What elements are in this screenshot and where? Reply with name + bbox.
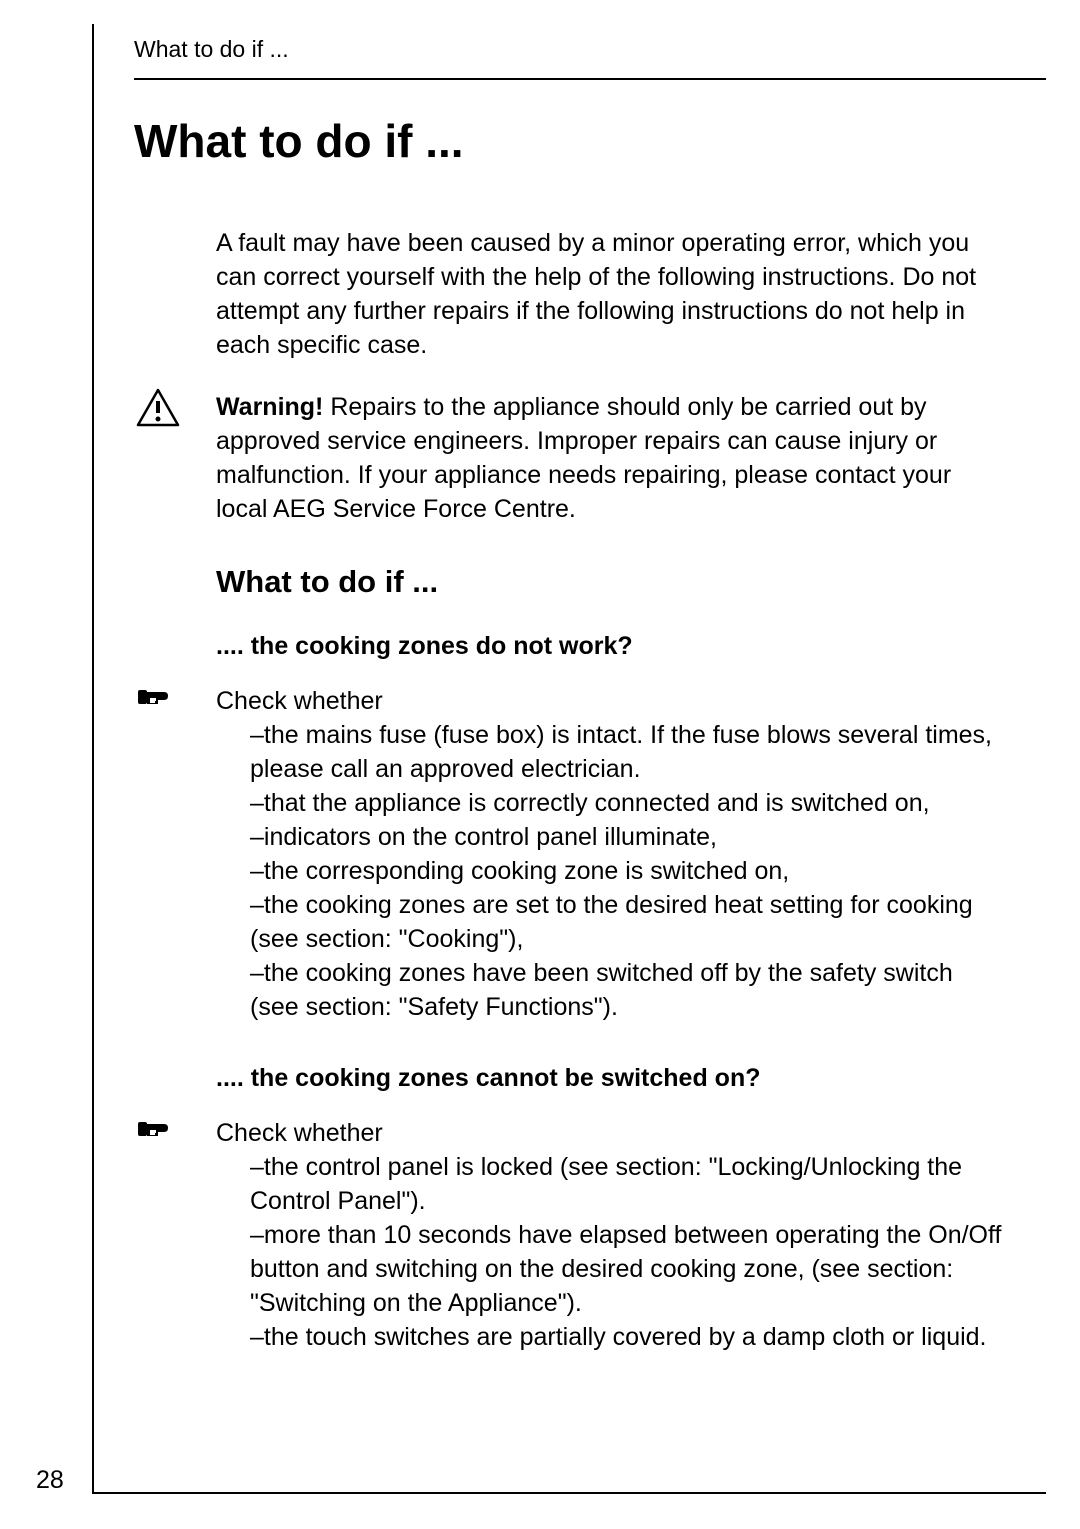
- answer-2-item: –more than 10 seconds have elapsed betwe…: [216, 1218, 1016, 1320]
- running-header: What to do if ...: [134, 36, 289, 63]
- question-1: .... the cooking zones do not work?: [216, 632, 633, 661]
- warning-triangle-icon: [136, 388, 180, 433]
- answer-1-item: –the mains fuse (fuse box) is intact. If…: [216, 718, 1006, 786]
- hand-pointing-icon: [136, 684, 178, 715]
- answer-2-item: –the touch switches are partially covere…: [216, 1320, 1016, 1354]
- page-number: 28: [36, 1466, 64, 1495]
- page-title: What to do if ...: [134, 114, 464, 168]
- warning-paragraph: Warning! Repairs to the appliance should…: [216, 390, 1006, 526]
- answer-2-item: –the control panel is locked (see sectio…: [216, 1150, 1016, 1218]
- answer-1-item: –indicators on the control panel illumin…: [216, 820, 1006, 854]
- answer-1-item: –the corresponding cooking zone is switc…: [216, 854, 1006, 888]
- answer-1: Check whether –the mains fuse (fuse box)…: [216, 684, 1006, 1024]
- sub-heading: What to do if ...: [216, 564, 438, 600]
- warning-body: Repairs to the appliance should only be …: [216, 393, 951, 523]
- answer-2: Check whether –the control panel is lock…: [216, 1116, 1016, 1354]
- answer-1-item: –the cooking zones have been switched of…: [216, 956, 1006, 1024]
- answer-1-item: –that the appliance is correctly connect…: [216, 786, 1006, 820]
- hand-pointing-icon: [136, 1116, 178, 1147]
- intro-paragraph: A fault may have been caused by a minor …: [216, 226, 1006, 362]
- answer-1-lead: Check whether: [216, 687, 383, 715]
- warning-label: Warning!: [216, 393, 323, 421]
- header-rule: [134, 78, 1046, 80]
- answer-2-lead: Check whether: [216, 1119, 383, 1147]
- question-2: .... the cooking zones cannot be switche…: [216, 1064, 761, 1093]
- answer-1-item: –the cooking zones are set to the desire…: [216, 888, 1006, 956]
